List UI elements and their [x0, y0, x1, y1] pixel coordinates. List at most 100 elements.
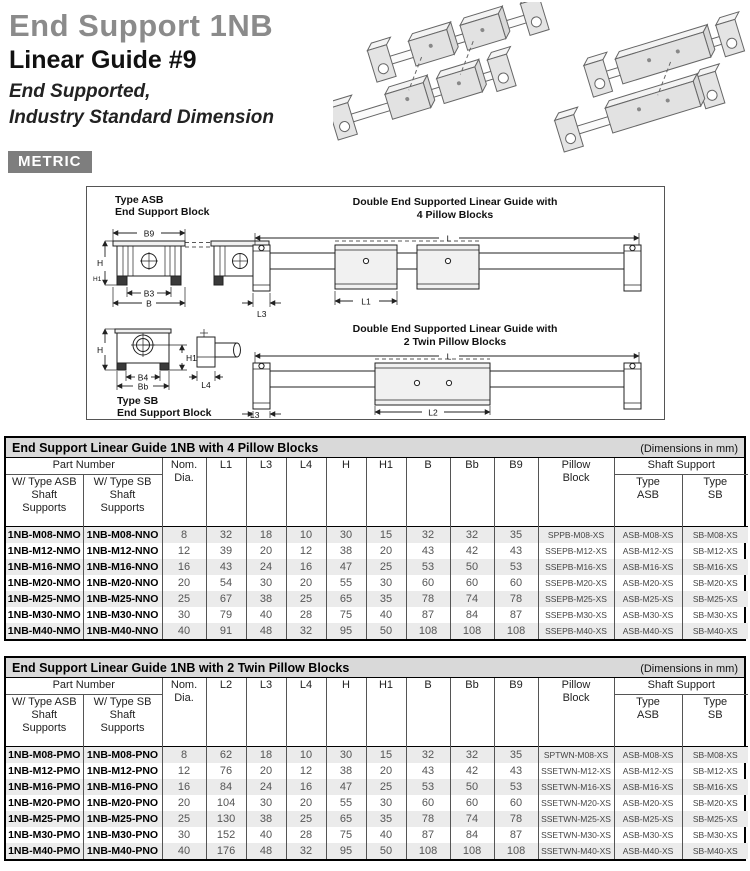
- col-l3: L3: [245, 678, 287, 747]
- code-cell: ASB-M40-XS: [613, 843, 683, 859]
- code-cell: SB-M25-XS: [681, 591, 749, 607]
- table-header: Part Number Nom. Dia. L2 L3 L4 H H1 B Bb…: [6, 678, 749, 747]
- table-title: End Support Linear Guide 1NB with 2 Twin…: [12, 661, 350, 675]
- dim-cell: 108: [449, 843, 495, 859]
- code-cell: SB-M12-XS: [681, 543, 749, 559]
- svg-text:4 Pillow Blocks: 4 Pillow Blocks: [417, 209, 494, 221]
- code-cell: SSEPB-M40-XS: [537, 623, 615, 639]
- dim-cell: 12: [285, 543, 327, 559]
- part-number-cell: 1NB-M12-NNO: [82, 543, 163, 559]
- col-l1: L1: [205, 458, 247, 527]
- dim-cell: 50: [449, 779, 495, 795]
- dim-cell: 30: [161, 607, 207, 623]
- code-cell: ASB-M30-XS: [613, 827, 683, 843]
- part-number-cell: 1NB-M20-PMO: [8, 797, 81, 809]
- dim-cell: 24: [245, 559, 287, 575]
- dim-cell: 38: [245, 591, 287, 607]
- col-part-number: Part Number: [6, 458, 163, 475]
- dim-cell: 10: [285, 526, 327, 543]
- svg-text:2 Twin Pillow Blocks: 2 Twin Pillow Blocks: [404, 336, 507, 348]
- col-type-asb: Type ASB: [613, 694, 683, 747]
- col-sb-supports: W/ Type SB Shaft Supports: [82, 694, 163, 747]
- dim-cell: 60: [449, 575, 495, 591]
- dim-cell: 40: [161, 623, 207, 639]
- tagline-line2: Industry Standard Dimension: [9, 107, 274, 128]
- code-cell: SB-M30-XS: [681, 827, 749, 843]
- dim-cell: 38: [245, 811, 287, 827]
- dim-cell: 60: [405, 795, 451, 811]
- metric-badge: METRIC: [8, 151, 92, 173]
- dim-b4: B4: [138, 373, 149, 383]
- table-row: 1NB-M12-PMO 1NB-M12-PNO 12 76 20 12 38 20 43 42 43…: [6, 763, 749, 779]
- dim-bb: Bb: [138, 382, 149, 392]
- dim-cell: 40: [365, 827, 407, 843]
- dim-l4: L4: [201, 380, 211, 390]
- code-cell: SB-M40-XS: [681, 623, 749, 639]
- dim-cell: 74: [449, 811, 495, 827]
- col-h1: H1: [365, 678, 407, 747]
- col-nom-dia: Nom. Dia.: [161, 678, 207, 747]
- col-h: H: [325, 458, 367, 527]
- dim-cell: 12: [285, 763, 327, 779]
- dim-cell: 87: [405, 607, 451, 623]
- dim-b3: B3: [144, 289, 155, 299]
- dim-cell: 87: [493, 827, 539, 843]
- dim-cell: 40: [161, 843, 207, 859]
- table-row: 1NB-M16-NMO 1NB-M16-NNO 16 43 24 16 47 25 53 50 53…: [6, 559, 749, 575]
- part-number-cell: 1NB-M16-NMO: [7, 561, 81, 573]
- view-4-pillow-blocks: L: [242, 233, 642, 319]
- isometric-illustration: [333, 2, 746, 153]
- table-title-bar: End Support Linear Guide 1NB with 4 Pill…: [6, 438, 744, 458]
- dim-cell: 50: [449, 559, 495, 575]
- code-cell: SSETWN-M40-XS: [537, 843, 615, 859]
- part-number-cell: 1NB-M40-NNO: [82, 623, 163, 639]
- table-row: 1NB-M30-NMO 1NB-M30-NNO 30 79 40 28 75 40 87 84 87…: [6, 607, 749, 623]
- code-cell: SSEPB-M25-XS: [537, 591, 615, 607]
- dim-cell: 30: [245, 575, 287, 591]
- dim-cell: 60: [493, 575, 539, 591]
- code-cell: ASB-M08-XS: [613, 526, 683, 543]
- code-cell: ASB-M16-XS: [613, 779, 683, 795]
- col-b: B: [405, 678, 451, 747]
- dimensions-note: (Dimensions in mm): [640, 443, 738, 455]
- dim-cell: 30: [161, 827, 207, 843]
- col-sb-supports: W/ Type SB Shaft Supports: [82, 474, 163, 527]
- dim-cell: 42: [449, 763, 495, 779]
- dim-cell: 104: [205, 795, 247, 811]
- code-cell: SSETWN-M16-XS: [537, 779, 615, 795]
- dim-cell: 12: [161, 763, 207, 779]
- col-asb-supports: W/ Type ASB Shaft Supports: [11, 696, 77, 734]
- dim-cell: 32: [405, 526, 451, 543]
- col-l3: L3: [245, 458, 287, 527]
- dim-h-asb: H: [97, 258, 103, 268]
- dim-l2: L2: [428, 408, 438, 418]
- col-b: B: [405, 458, 451, 527]
- dim-cell: 38: [325, 763, 367, 779]
- dim-cell: 65: [325, 811, 367, 827]
- dim-cell: 60: [449, 795, 495, 811]
- code-cell: SSETWN-M20-XS: [537, 795, 615, 811]
- dim-cell: 54: [205, 575, 247, 591]
- col-type-asb: Type ASB: [613, 474, 683, 527]
- dim-h1-asb: H1: [93, 276, 102, 283]
- sb-label: Type SB: [117, 395, 159, 407]
- dim-cell: 35: [493, 526, 539, 543]
- dim-cell: 53: [493, 559, 539, 575]
- part-number-cell: 1NB-M08-PMO: [8, 749, 81, 761]
- dim-cell: 60: [493, 795, 539, 811]
- table-row: 1NB-M16-PMO 1NB-M16-PNO 16 84 24 16 47 25 53 50 53…: [6, 779, 749, 795]
- col-type-sb: Type SB: [681, 694, 749, 747]
- code-cell: SSETWN-M12-XS: [537, 763, 615, 779]
- dim-cell: 55: [325, 575, 367, 591]
- dim-cell: 20: [285, 575, 327, 591]
- code-cell: ASB-M20-XS: [613, 795, 683, 811]
- code-cell: ASB-M30-XS: [613, 607, 683, 623]
- dim-cell: 76: [205, 763, 247, 779]
- dim-cell: 16: [161, 559, 207, 575]
- dim-h1-sb: H1: [186, 353, 197, 363]
- code-cell: ASB-M20-XS: [613, 575, 683, 591]
- dim-cell: 55: [325, 795, 367, 811]
- sb-front-view: H H1 B4 Bb: [97, 328, 197, 392]
- col-pillow-block: Pillow Block: [537, 678, 615, 747]
- code-cell: SPPB-M08-XS: [537, 526, 615, 543]
